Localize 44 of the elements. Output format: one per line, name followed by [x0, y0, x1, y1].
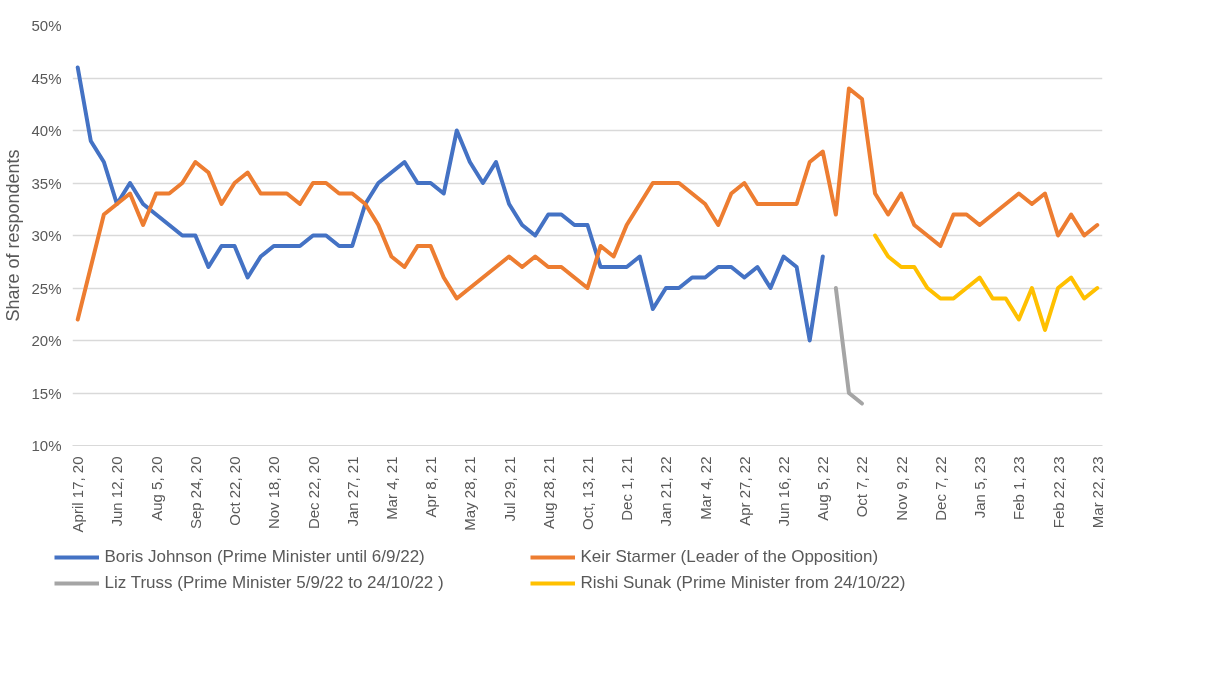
x-tick-label: Oct 7, 22	[853, 456, 871, 518]
y-tick-label: 25%	[31, 279, 62, 297]
x-tick-label: Dec 7, 22	[931, 456, 949, 521]
x-tick-label: Sep 24, 20	[186, 456, 204, 530]
x-tick-label: Mar 4, 21	[382, 456, 400, 520]
x-tick-label: Dec 1, 21	[618, 456, 636, 521]
x-tick-label: Oct 22, 20	[226, 456, 244, 526]
x-tick-label: Aug 5, 22	[814, 456, 832, 521]
line-series	[75, 65, 825, 343]
y-tick-label: 10%	[31, 437, 62, 454]
x-tick-label: Aug 28, 21	[539, 456, 557, 530]
x-tick-label: Jan 21, 22	[657, 456, 675, 527]
y-tick-label: 35%	[31, 174, 62, 192]
x-tick-label: Dec 22, 20	[304, 456, 322, 530]
legend-label: Keir Starmer (Leader of the Opposition)	[580, 547, 880, 567]
x-tick-label: May 28, 21	[461, 456, 479, 531]
y-tick-label: 50%	[31, 17, 62, 34]
x-tick-label: Feb 22, 23	[1049, 456, 1067, 529]
y-axis-title: Share of respondents	[3, 149, 24, 322]
y-tick-label: 20%	[31, 332, 62, 349]
line-series	[873, 233, 1100, 332]
y-tick-label: 40%	[31, 122, 62, 139]
x-tick-label: Jun 12, 20	[108, 456, 126, 527]
legend-label: Rishi Sunak (Prime Minister from 24/10/22)	[580, 573, 907, 593]
line-series	[75, 86, 1100, 322]
x-tick-label: Feb 1, 23	[1010, 456, 1028, 520]
x-tick-label: Jun 16, 22	[775, 456, 793, 527]
y-tick-label: 15%	[31, 384, 62, 402]
x-tick-label: Jul 29, 21	[500, 456, 518, 522]
x-tick-label: Oct, 13, 21	[579, 456, 596, 530]
x-tick-label: Nov 18, 20	[265, 456, 283, 530]
x-tick-label: Apr 27, 22	[735, 456, 753, 526]
x-tick-label: Jan 27, 21	[343, 456, 361, 527]
x-tick-label: Mar 22, 23	[1088, 456, 1106, 529]
x-tick-label: April 17, 20	[69, 456, 87, 533]
y-tick-label: 30%	[31, 227, 62, 244]
x-tick-label: Apr 8, 21	[422, 456, 440, 518]
x-tick-label: Jan 5, 23	[971, 456, 989, 519]
legend-label: Boris Johnson (Prime Minister until 6/9/22)	[104, 547, 426, 567]
x-tick-label: Aug 5, 20	[147, 456, 165, 521]
x-tick-label: Nov 9, 22	[892, 456, 910, 521]
y-tick-label: 45%	[31, 69, 62, 87]
x-tick-label: Mar 4, 22	[696, 456, 714, 520]
legend-label: Liz Truss (Prime Minister 5/9/22 to 24/10/22 )	[104, 573, 445, 593]
